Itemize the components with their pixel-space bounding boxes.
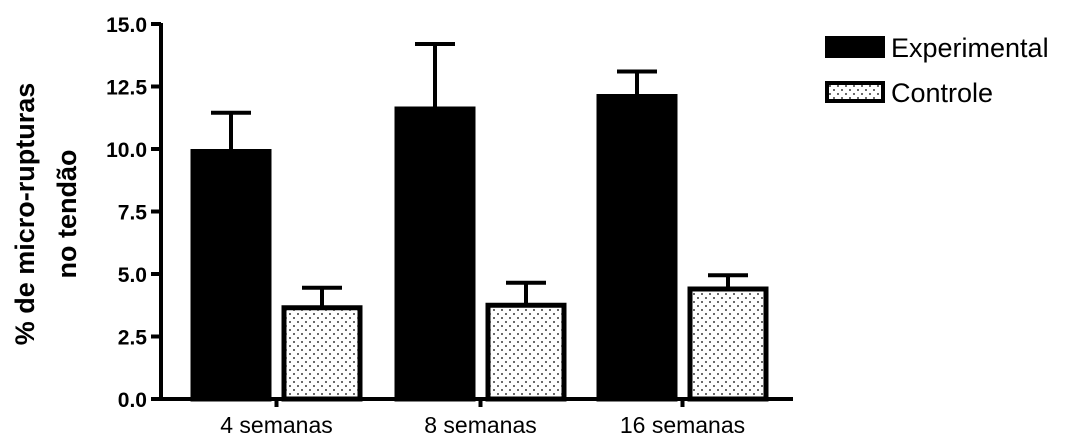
x-category-label: 4 semanas [220,412,333,438]
x-category-label: 16 semanas [620,412,745,438]
y-tick-label: 10.0 [106,139,147,162]
y-tick-label: 15.0 [106,14,147,37]
y-axis-title-line-2: no tendão [52,150,82,279]
bar-experimental-1 [190,149,272,402]
legend-swatch-experimental [825,36,885,58]
y-tick-label: 7.5 [118,202,148,225]
y-tick-label: 2.5 [118,327,148,350]
bar-controle-2 [485,302,567,402]
bars [190,94,769,402]
y-axis-title-line-1: % de micro-rupturas [10,83,40,346]
x-category-label: 8 semanas [424,412,537,438]
y-axis: 0.0 2.5 5.0 7.5 10.0 12.5 15.0 [106,14,163,412]
bar-controle-3 [687,286,769,402]
legend-swatch-controle [825,81,885,103]
y-tick-label: 12.5 [106,77,147,100]
legend-label-experimental: Experimental [891,33,1049,63]
bar-controle-1 [281,305,363,402]
bar-experimental-3 [596,94,678,402]
y-tick-label: 0.0 [118,389,147,412]
legend: Experimental Controle [825,33,1049,108]
y-axis-title: % de micro-rupturas no tendão [10,83,82,346]
y-tick-label: 5.0 [118,264,147,287]
bar-experimental-2 [394,106,476,402]
category-labels: 4 semanas 8 semanas 16 semanas [220,412,745,438]
legend-label-controle: Controle [891,78,993,108]
error-bars [211,42,748,308]
